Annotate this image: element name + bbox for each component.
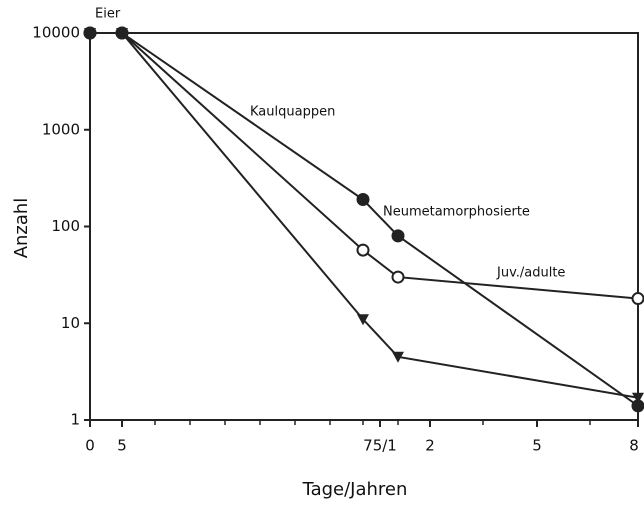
x-tick-label: 8 bbox=[629, 437, 639, 455]
annotation: Kaulquappen bbox=[250, 105, 335, 120]
marker bbox=[356, 243, 370, 257]
x-tick-label: 5 bbox=[532, 437, 542, 455]
y-tick-label: 100 bbox=[51, 217, 80, 235]
marker bbox=[83, 26, 97, 40]
marker bbox=[391, 229, 405, 243]
plot-frame bbox=[89, 32, 639, 421]
x-tick-label: 0 bbox=[85, 437, 95, 455]
annotation: Eier bbox=[95, 7, 121, 22]
marker bbox=[115, 26, 129, 40]
series-line bbox=[90, 32, 639, 300]
x-tick-label: 5 bbox=[117, 437, 127, 455]
y-tick-label: 1 bbox=[70, 411, 80, 429]
y-tick-label: 10000 bbox=[32, 24, 80, 42]
y-axis-label: Anzahl bbox=[11, 198, 32, 259]
marker bbox=[631, 399, 644, 413]
y-tick-label: 1000 bbox=[42, 120, 80, 138]
marker bbox=[356, 193, 370, 207]
marker bbox=[392, 351, 404, 363]
marker bbox=[357, 314, 369, 326]
y-tick-label: 10 bbox=[61, 314, 80, 332]
annotation: Neumetamorphosierte bbox=[383, 205, 530, 220]
series-line bbox=[90, 32, 639, 399]
x-tick-label: 75/1 bbox=[363, 437, 397, 455]
annotation: Juv./adulte bbox=[496, 266, 565, 281]
series-line bbox=[90, 32, 639, 407]
marker bbox=[631, 292, 644, 306]
marker bbox=[632, 392, 644, 404]
marker bbox=[391, 270, 405, 284]
x-tick-label: 2 bbox=[425, 437, 435, 455]
x-axis-label: Tage/Jahren bbox=[302, 479, 408, 500]
